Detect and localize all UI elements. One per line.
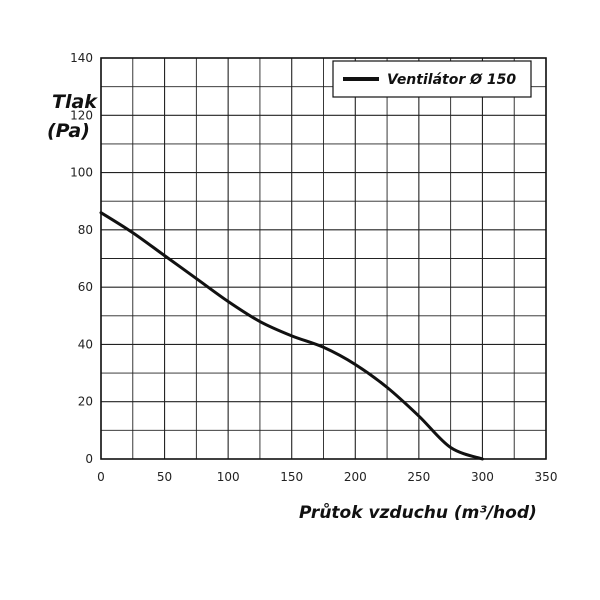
x-tick-label: 0: [97, 470, 105, 484]
x-tick-label: 300: [471, 470, 494, 484]
x-axis-title: Průtok vzduchu (m³/hod): [299, 502, 537, 523]
y-tick-label: 60: [78, 280, 93, 294]
y-tick-label: 0: [85, 452, 93, 466]
plot-frame: [100, 57, 547, 460]
x-tick-label: 50: [157, 470, 172, 484]
x-tick-labels: 0 50 100 150 200 250 300 350: [97, 470, 557, 484]
y-tick-label: 20: [78, 395, 93, 409]
y-axis-title-line2: (Pa): [47, 120, 90, 142]
series-layer: [99, 211, 484, 461]
y-axis-title-line1: Tlak: [52, 91, 98, 113]
legend: Ventilátor Ø 150: [332, 60, 532, 98]
y-tick-label: 40: [78, 337, 93, 351]
series-line: [99, 211, 484, 461]
y-tick-labels: 0 20 40 60 80 100 120 140: [70, 51, 93, 466]
x-tick-label: 250: [407, 470, 430, 484]
minor-grid: [101, 58, 546, 459]
y-tick-label: 120: [70, 108, 93, 122]
legend-label: Ventilátor Ø 150: [387, 72, 516, 88]
y-tick-label: 140: [70, 51, 93, 65]
x-tick-label: 350: [535, 470, 558, 484]
x-tick-label: 200: [344, 470, 367, 484]
y-tick-label: 80: [78, 223, 93, 237]
x-tick-label: 150: [280, 470, 303, 484]
x-tick-label: 100: [217, 470, 240, 484]
y-tick-label: 100: [70, 166, 93, 180]
